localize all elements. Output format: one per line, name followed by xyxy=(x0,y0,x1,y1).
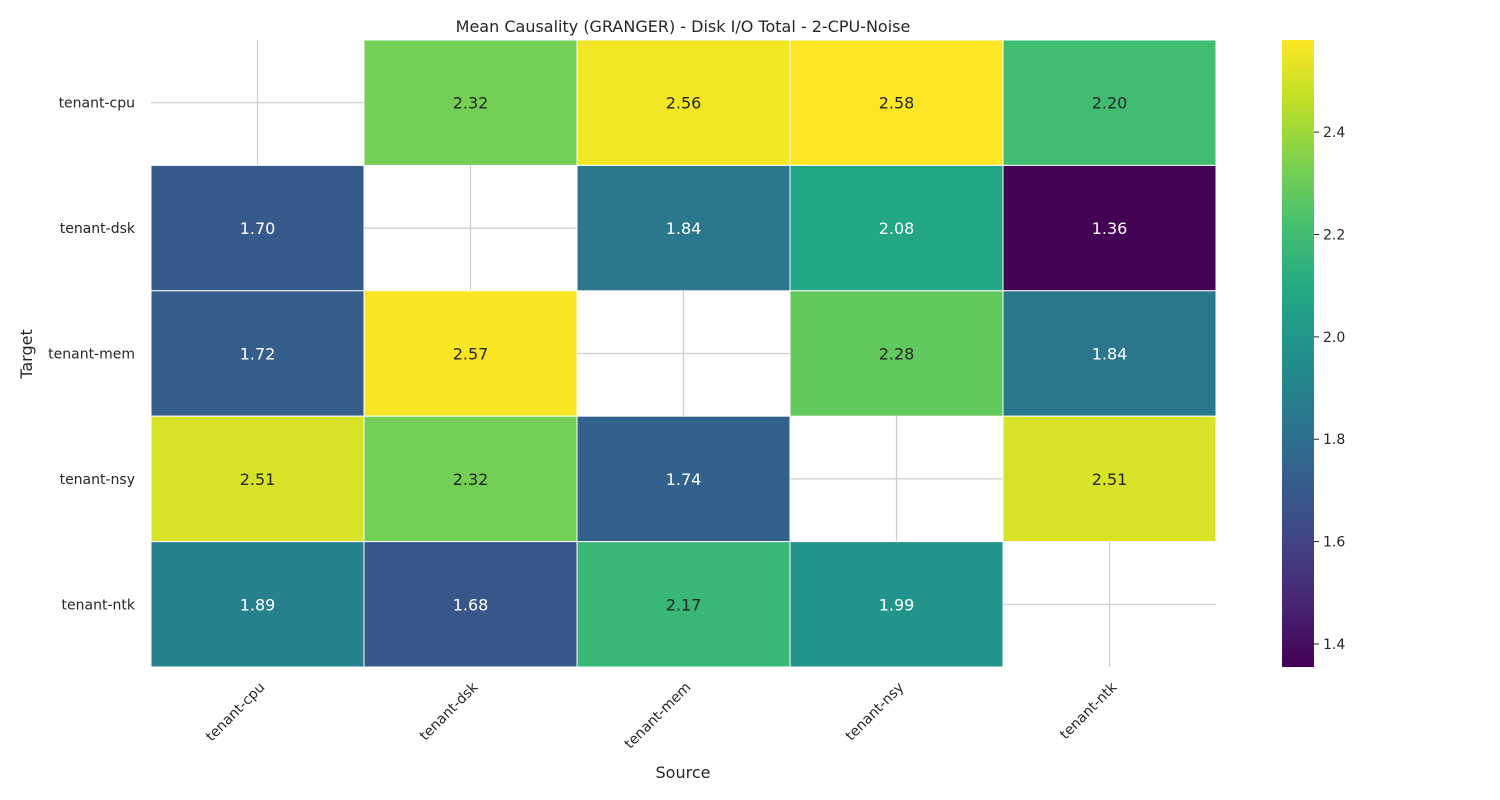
y-tick-labels: tenant-cpu tenant-dsk tenant-mem tenant-nsy… xyxy=(48,96,136,614)
cell-value-label: 2.17 xyxy=(666,595,702,614)
cell-value-label: 2.57 xyxy=(453,345,489,364)
heatmap-cell xyxy=(1002,164,1217,292)
y-tick-label: tenant-ntk xyxy=(62,597,136,613)
y-tick-label: tenant-dsk xyxy=(60,221,136,237)
cell-value-label: 2.51 xyxy=(1092,470,1128,489)
heatmap-cell xyxy=(363,541,578,668)
y-axis-label: Target xyxy=(17,329,36,380)
heatmap-cell xyxy=(363,39,578,166)
heatmap-cell xyxy=(576,39,791,166)
cell-value-label: 2.56 xyxy=(666,94,702,113)
heatmap-cell xyxy=(150,290,365,417)
colorbar-ticks: 1.4 1.6 1.8 2.0 2.2 2.4 xyxy=(1314,125,1345,653)
heatmap-cell xyxy=(789,290,1004,417)
chart-title: Mean Causality (GRANGER) - Disk I/O Tota… xyxy=(456,17,911,36)
heatmap-cell xyxy=(150,415,365,543)
x-axis-label: Source xyxy=(656,763,711,782)
colorbar-tick-label: 2.0 xyxy=(1323,330,1345,346)
x-tick-label: tenant-mem xyxy=(622,680,695,753)
cell-value-label: 2.08 xyxy=(879,219,915,238)
colorbar-tick-label: 2.2 xyxy=(1323,227,1345,243)
heatmap-cell xyxy=(150,541,365,668)
cell-value-label: 1.74 xyxy=(666,470,702,489)
cell-value-label: 2.32 xyxy=(453,470,489,489)
heatmap-cell xyxy=(789,39,1004,166)
cell-value-label: 1.89 xyxy=(240,595,276,614)
x-tick-label: tenant-ntk xyxy=(1057,679,1121,743)
heatmap-cell xyxy=(576,541,791,668)
heatmap-cell xyxy=(363,290,578,417)
heatmap-cell xyxy=(1002,415,1217,543)
y-tick-label: tenant-mem xyxy=(48,347,135,363)
heatmap-cell xyxy=(1002,290,1217,417)
heatmap-cell xyxy=(789,541,1004,668)
x-tick-label: tenant-dsk xyxy=(417,679,482,744)
cell-value-label: 2.51 xyxy=(240,470,276,489)
y-tick-label: tenant-nsy xyxy=(60,472,135,488)
heatmap-cell xyxy=(1002,39,1217,166)
cell-value-label: 1.99 xyxy=(879,595,915,614)
x-tick-label: tenant-cpu xyxy=(203,680,268,745)
cell-value-label: 1.84 xyxy=(1092,345,1128,364)
heatmap-cell xyxy=(576,164,791,292)
x-tick-label: tenant-nsy xyxy=(843,680,908,745)
cell-value-label: 2.20 xyxy=(1092,94,1128,113)
colorbar xyxy=(1282,40,1314,667)
heatmap-cell xyxy=(363,415,578,543)
cell-value-label: 1.36 xyxy=(1092,219,1128,238)
cell-value-label: 1.72 xyxy=(240,345,276,364)
cell-value-label: 2.58 xyxy=(879,94,915,113)
heatmap-cell xyxy=(789,164,1004,292)
y-tick-label: tenant-cpu xyxy=(59,96,135,112)
cell-value-label: 2.32 xyxy=(453,94,489,113)
cell-value-label: 1.70 xyxy=(240,219,276,238)
cell-value-label: 1.68 xyxy=(453,595,489,614)
colorbar-tick-label: 1.6 xyxy=(1323,535,1345,551)
colorbar-tick-label: 1.4 xyxy=(1323,637,1345,653)
colorbar-tick-label: 2.4 xyxy=(1323,125,1345,141)
colorbar-tick-label: 1.8 xyxy=(1323,432,1345,448)
x-tick-labels: tenant-cpu tenant-dsk tenant-mem tenant-nsy… xyxy=(203,679,1121,752)
cell-value-label: 2.28 xyxy=(879,345,915,364)
heatmap-cells: 2.32 2.56 2.58 2.20 1.70 1.84 2.08 1.36 1.72 2.57… xyxy=(150,39,1217,668)
cell-value-label: 1.84 xyxy=(666,219,702,238)
